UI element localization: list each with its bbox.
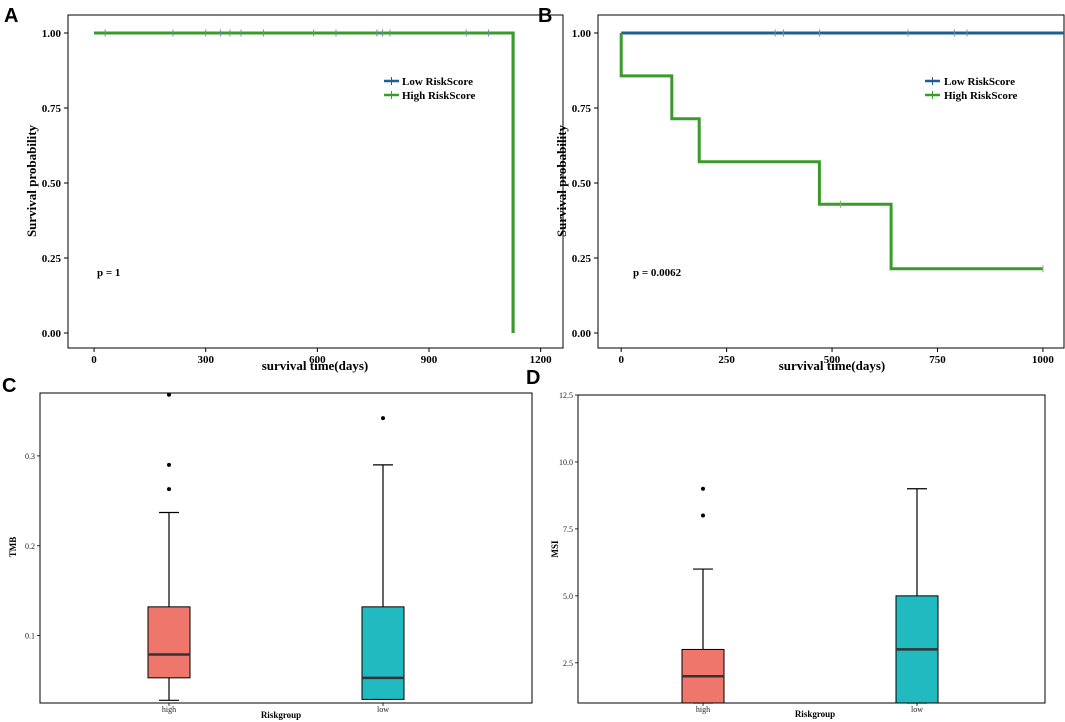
panel-b-ytick-label: 0.50: [572, 178, 592, 190]
panel-b-letter: B: [538, 5, 552, 27]
panel-a-ytick-label: 0.00: [42, 328, 62, 340]
panel-d-outlier-point-high: [701, 486, 705, 491]
panel-b-xtick-label: 0: [618, 354, 624, 366]
panel-a-y-axis-title: Survival probability: [24, 124, 39, 237]
panel-b-ytick-label: 0.00: [572, 328, 592, 340]
panel-d-plot-frame: [577, 394, 1046, 704]
panel-a-p-value: p = 1: [97, 267, 120, 279]
panel-c-box-low: [361, 606, 405, 700]
panel-a-xtick-label: 600: [309, 354, 326, 366]
panel-c-outlier-point-high: [167, 462, 171, 467]
panel-c-xtick-label-low: low: [377, 705, 389, 714]
panel-d-outlier-point-high: [701, 513, 705, 518]
panel-b-ytick-label: 0.75: [572, 103, 592, 115]
panel-d-ytick-label: 10.0: [559, 458, 573, 467]
panel-a-legend-label-low: Low RiskScore: [402, 76, 473, 88]
panel-a-ytick-label: 0.75: [42, 103, 62, 115]
panel-b-legend-label-high: High RiskScore: [944, 90, 1018, 102]
panel-d-ytick-label: 5.0: [563, 592, 573, 601]
panel-d-letter: D: [526, 367, 540, 389]
panel-d-xtick-label-low: low: [911, 705, 923, 714]
panel-c-outlier-point-low: [381, 416, 385, 421]
panel-d-y-axis-title: MSI: [550, 540, 560, 558]
panel-d-ytick-label: 7.5: [563, 525, 573, 534]
panel-a-ytick-label: 0.25: [42, 253, 62, 265]
panel-c-xtick-label-high: high: [162, 705, 176, 714]
panel-c-ytick-label: 0.2: [25, 542, 35, 551]
panel-c-ytick-label: 0.3: [25, 452, 35, 461]
panel-a-ytick-label: 1.00: [42, 28, 62, 40]
panel-c-boxplot: C 0.1 0.2 0.3 high low Riskgroup TMB: [2, 375, 533, 720]
panel-c-ytick-label: 0.1: [25, 632, 35, 641]
panel-c-plot-frame: [39, 392, 533, 704]
panel-b-xtick-label: 1000: [1032, 354, 1055, 366]
panel-a-legend: Low RiskScore High RiskScore: [384, 76, 476, 102]
panel-d-boxplot: D 2.5 5.0 7.5 10.0 12.5 high low Riskgroup MS…: [526, 367, 1046, 719]
panel-a-xtick-label: 1200: [530, 354, 553, 366]
panel-b-legend: Low RiskScore High RiskScore: [925, 76, 1018, 102]
panel-a-legend-label-high: High RiskScore: [402, 90, 476, 102]
panel-b-xtick-label: 250: [718, 354, 735, 366]
panel-b-ytick-label: 0.25: [572, 253, 592, 265]
panel-c-x-axis-title: Riskgroup: [261, 710, 301, 720]
panel-d-xtick-label-high: high: [696, 705, 710, 714]
panel-b-legend-label-low: Low RiskScore: [944, 76, 1015, 88]
panel-a-letter: A: [4, 5, 18, 27]
panel-a-x-axis-title: survival time(days): [262, 358, 369, 373]
panel-a-km-curve-high: [94, 31, 515, 333]
panel-b-p-value: p = 0.0062: [633, 267, 682, 279]
panel-b-y-axis-title: Survival probability: [554, 124, 569, 237]
panel-d-ytick-label: 2.5: [563, 659, 573, 668]
panel-a-ytick-label: 0.50: [42, 178, 62, 190]
panel-a-xtick-label: 900: [421, 354, 438, 366]
panel-b-ytick-label: 1.00: [572, 28, 592, 40]
panel-a-kaplan-meier: A 0.00 0.25 0.50 0.75 1.00 0 300 600 900 1200 su…: [4, 5, 564, 373]
panel-a-plot-frame: [67, 14, 564, 349]
panel-a-xtick-label: 0: [91, 354, 97, 366]
panel-b-plot-frame: [597, 14, 1065, 349]
panel-d-ytick-label: 12.5: [559, 391, 573, 400]
panel-c-y-axis-title: TMB: [8, 537, 18, 558]
panel-b-kaplan-meier: B 0.00 0.25 0.50 0.75 1.00 0 250 500 750 1000 su…: [538, 5, 1065, 373]
panel-a-xtick-label: 300: [197, 354, 214, 366]
panel-c-box-high: [147, 606, 191, 679]
panel-d-x-axis-title: Riskgroup: [795, 709, 835, 719]
panel-b-xtick-label: 500: [824, 354, 841, 366]
panel-b-km-curve-high: [619, 33, 1043, 271]
panel-c-letter: C: [2, 375, 16, 397]
panel-b-xtick-label: 750: [929, 354, 946, 366]
panel-b-x-axis-title: survival time(days): [779, 358, 886, 373]
panel-c-outlier-point-high: [167, 487, 171, 492]
panel-c-outlier-point-high: [167, 392, 171, 397]
